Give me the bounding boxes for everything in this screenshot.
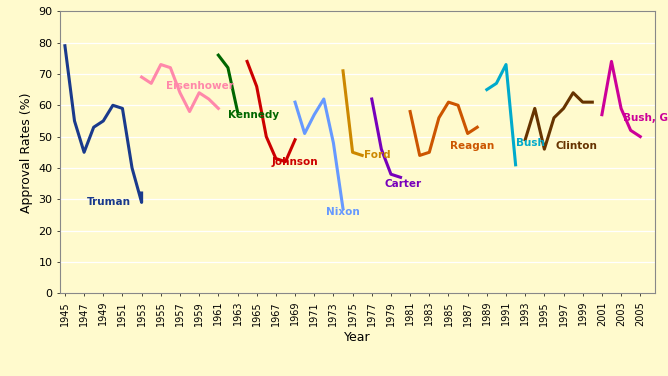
Text: Truman: Truman bbox=[87, 197, 131, 208]
Text: Kennedy: Kennedy bbox=[228, 110, 279, 120]
Text: Ford: Ford bbox=[364, 150, 391, 161]
Text: Johnson: Johnson bbox=[271, 157, 318, 167]
Text: Bush: Bush bbox=[516, 138, 544, 148]
Text: Carter: Carter bbox=[384, 179, 422, 189]
Text: Clinton: Clinton bbox=[556, 141, 598, 151]
Text: Bush, G. W.: Bush, G. W. bbox=[623, 113, 668, 123]
Text: Nixon: Nixon bbox=[326, 207, 359, 217]
Text: Reagan: Reagan bbox=[450, 141, 494, 151]
Y-axis label: Approval Rates (%): Approval Rates (%) bbox=[20, 92, 33, 212]
Text: Eisenhower: Eisenhower bbox=[166, 82, 234, 91]
X-axis label: Year: Year bbox=[344, 331, 371, 344]
